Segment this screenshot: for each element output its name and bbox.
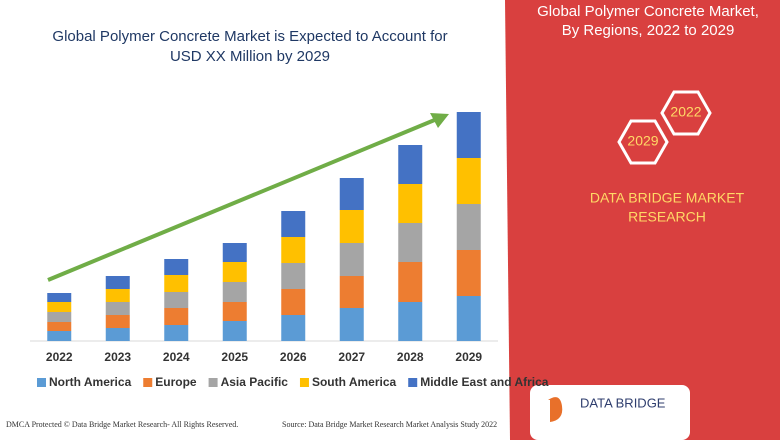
legend-label: Middle East and Africa — [420, 375, 549, 389]
bar-segment — [398, 184, 423, 223]
bar-segment — [47, 331, 72, 341]
bar-segment — [164, 292, 189, 308]
legend-swatch — [37, 378, 46, 387]
bar-segment — [456, 112, 481, 158]
bar-segment — [281, 263, 306, 289]
bar-segment — [339, 308, 364, 341]
bar-segment — [164, 275, 189, 292]
bar-segment — [47, 322, 72, 331]
arrow-head — [430, 113, 449, 128]
legend-label: Asia Pacific — [221, 375, 289, 389]
bar-segment — [339, 243, 364, 276]
panel-subtitle: By Regions, 2022 to 2029 — [562, 22, 735, 39]
bar-segment — [105, 276, 130, 289]
bar-segment — [105, 315, 130, 328]
legend-label: North America — [49, 375, 132, 389]
bar-segment — [222, 282, 247, 302]
x-tick-label: 2024 — [163, 350, 190, 364]
chart-title: Global Polymer Concrete Market is Expect… — [52, 28, 447, 65]
bar-segment — [222, 262, 247, 282]
bar-segment — [339, 276, 364, 308]
bar-segment — [105, 289, 130, 302]
bar-segment — [281, 211, 306, 237]
bar-segment — [398, 302, 423, 341]
bar-segment — [456, 250, 481, 296]
bar-segment — [281, 237, 306, 263]
x-tick-label: 2025 — [221, 350, 248, 364]
bar-segment — [281, 289, 306, 315]
x-tick-label: 2022 — [46, 350, 73, 364]
bar-segment — [164, 259, 189, 275]
bar-segment — [456, 204, 481, 250]
hex-label: 2029 — [627, 133, 658, 149]
bar-segment — [398, 262, 423, 302]
bar-segment — [47, 293, 72, 302]
bar-segment — [222, 243, 247, 262]
x-tick-label: 2023 — [104, 350, 131, 364]
legend-swatch — [143, 378, 153, 387]
red-panel — [505, 0, 780, 440]
logo-area — [530, 385, 690, 440]
logo-text: DATA BRIDGE — [580, 395, 666, 410]
legend-label: Europe — [155, 375, 197, 389]
bar-segment — [105, 328, 130, 341]
bar-segment — [47, 312, 72, 322]
x-tick-label: 2027 — [338, 350, 365, 364]
hexagon — [617, 119, 669, 165]
brand-text: RESEARCH — [628, 209, 706, 225]
hex-label: 2022 — [670, 104, 701, 120]
legend-swatch — [208, 378, 218, 387]
bar-segment — [339, 178, 364, 210]
bar-segment — [222, 321, 247, 341]
bar-segment — [398, 223, 423, 262]
bar-segment — [339, 210, 364, 243]
trend-arrow — [47, 117, 438, 282]
brand-text: DATA BRIDGE MARKET — [590, 190, 745, 206]
legend-swatch — [408, 378, 418, 387]
logo-icon — [548, 397, 563, 422]
bar-segment — [456, 158, 481, 204]
x-tick-label: 2029 — [455, 350, 482, 364]
x-tick-label: 2028 — [397, 350, 424, 364]
source-note: Source: Data Bridge Market Research Mark… — [282, 420, 497, 429]
dmca-note: DMCA Protected © Data Bridge Market Rese… — [6, 420, 238, 429]
panel-title: Global Polymer Concrete Market, — [537, 3, 759, 20]
hexagon — [660, 90, 712, 136]
bar-segment — [222, 302, 247, 321]
bar-segment — [164, 308, 189, 325]
bar-segment — [164, 325, 189, 341]
bar-segment — [47, 302, 72, 312]
bar-segment — [105, 302, 130, 315]
x-tick-label: 2026 — [280, 350, 307, 364]
legend-label: South America — [312, 375, 397, 389]
legend-swatch — [299, 378, 309, 387]
bar-segment — [398, 145, 423, 184]
bar-segment — [456, 296, 481, 341]
bar-segment — [281, 315, 306, 341]
